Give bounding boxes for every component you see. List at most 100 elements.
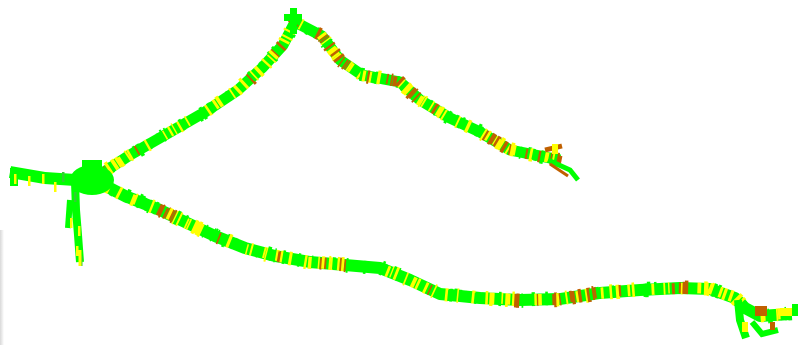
segment-condition-mark: [394, 267, 402, 282]
segment-condition-mark: [473, 292, 478, 304]
upper-route[interactable]: [94, 16, 563, 181]
segment-condition-mark: [201, 224, 209, 238]
segment-condition-mark: [552, 293, 555, 306]
segment-condition-mark: [279, 250, 284, 263]
segment-condition-mark: [345, 258, 349, 273]
segment-condition-mark: [402, 83, 414, 96]
segment-condition-mark: [185, 218, 193, 230]
segment-condition-mark: [462, 290, 467, 302]
segment-condition-mark: [232, 84, 244, 96]
segment-condition-mark: [653, 281, 658, 295]
segment-condition-mark: [484, 130, 492, 142]
segment-condition-mark: [767, 308, 770, 324]
segment-condition-mark: [775, 308, 779, 322]
segment-condition-mark: [133, 144, 142, 156]
segment-condition-mark: [211, 98, 220, 110]
segment-condition-mark: [143, 139, 152, 152]
segment-condition-mark: [116, 156, 126, 168]
segment-condition-mark: [169, 209, 178, 224]
segment-condition-mark: [168, 209, 175, 221]
segment-condition-mark: [646, 281, 651, 296]
peak-junction-marker[interactable]: [284, 8, 302, 34]
segment-condition-mark: [304, 23, 313, 36]
segment-condition-mark: [697, 282, 702, 294]
segment-condition-mark: [132, 193, 139, 205]
segment-condition-mark: [140, 197, 148, 209]
segment-condition-mark: [477, 126, 484, 137]
segment-condition-mark: [303, 254, 308, 270]
segment-condition-mark: [14, 174, 17, 184]
segment-condition-mark: [486, 132, 496, 145]
upper-route-end-fork[interactable]: [544, 143, 580, 182]
segment-condition-mark: [287, 251, 293, 266]
segment-condition-mark: [223, 233, 231, 247]
segment-condition-mark: [273, 248, 277, 263]
segment-condition-mark: [411, 91, 422, 103]
segment-condition-mark: [331, 53, 342, 62]
segment-condition-mark: [110, 185, 120, 198]
segment-condition-mark: [42, 174, 45, 184]
segment-condition-mark: [489, 134, 498, 145]
segment-condition-mark: [420, 95, 429, 108]
segment-condition-mark: [238, 77, 250, 90]
segment-condition-mark: [474, 123, 483, 138]
segment-condition-mark: [618, 284, 622, 297]
segment-condition-mark: [457, 289, 463, 302]
segment-condition-mark: [533, 150, 539, 162]
segment-condition-mark: [248, 243, 255, 256]
segment-condition-mark: [125, 149, 135, 162]
segment-condition-mark: [317, 256, 321, 269]
segment-condition-mark: [165, 207, 175, 221]
segment-condition-mark: [515, 293, 520, 308]
segment-condition-mark: [341, 59, 349, 70]
segment-condition-mark: [714, 284, 723, 299]
segment-condition-mark: [190, 219, 200, 235]
segment-condition-mark: [265, 246, 273, 261]
segment-condition-mark: [176, 120, 185, 133]
segment-condition-mark: [543, 152, 550, 163]
lower-route[interactable]: [93, 176, 793, 324]
segment-condition-mark: [380, 263, 388, 276]
segment-condition-mark: [595, 286, 601, 299]
segment-condition-mark: [275, 41, 287, 52]
segment-condition-mark: [330, 48, 341, 58]
segment-condition-mark: [439, 109, 449, 121]
segment-condition-mark: [123, 188, 132, 204]
segment-condition-mark: [229, 238, 236, 250]
segment-condition-mark: [166, 126, 175, 137]
segment-condition-mark: [337, 56, 346, 68]
lower-route-end-cluster[interactable]: [734, 299, 798, 340]
segment-condition-mark: [588, 288, 594, 301]
segment-condition-mark: [214, 229, 221, 243]
segment-condition-mark: [114, 156, 124, 168]
segment-condition-mark: [390, 266, 399, 280]
segment-condition-mark: [62, 172, 65, 182]
segment-condition-mark: [319, 35, 330, 44]
segment-condition-mark: [157, 204, 166, 218]
segment-condition-mark: [203, 103, 214, 116]
segment-condition-mark: [152, 201, 160, 215]
segment-condition-mark: [195, 110, 204, 122]
segment-condition-mark: [331, 257, 337, 270]
segment-condition-mark: [109, 158, 120, 171]
segment-condition-mark: [384, 265, 392, 278]
segment-condition-mark: [328, 47, 339, 57]
segment-condition-mark: [103, 161, 115, 175]
segment-condition-mark: [345, 61, 353, 72]
segment-condition-mark: [463, 119, 473, 134]
segment-condition-mark: [430, 103, 440, 115]
segment-condition-mark: [710, 283, 719, 298]
segment-condition-mark: [370, 71, 375, 84]
segment-condition-mark: [427, 100, 436, 112]
left-junction[interactable]: [8, 160, 114, 266]
segment-condition-mark: [611, 285, 615, 298]
segment-condition-mark: [231, 237, 239, 250]
segment-condition-mark: [425, 99, 434, 111]
edge-shadow: [0, 230, 4, 345]
segment-condition-mark: [281, 33, 293, 42]
segment-condition-mark: [175, 212, 184, 227]
segment-condition-mark: [320, 36, 332, 46]
segment-condition-mark: [410, 91, 419, 101]
